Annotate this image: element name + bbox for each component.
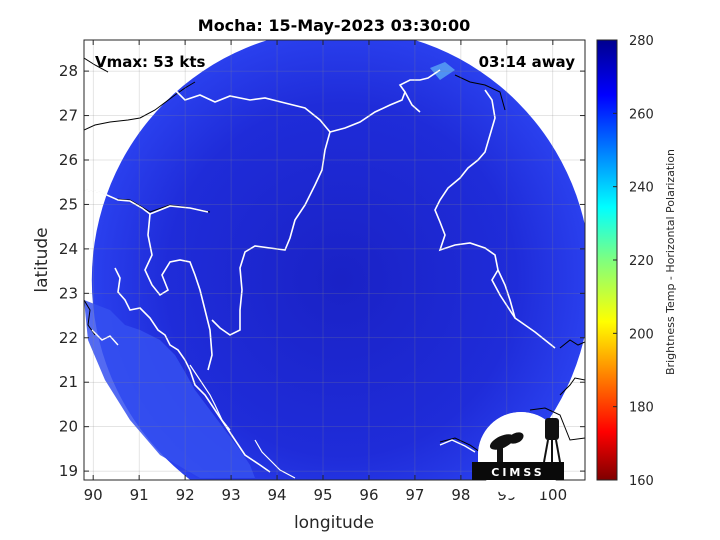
satellite-dish-icon — [489, 432, 524, 462]
colorbar-tick-label: 220 — [629, 254, 654, 269]
y-tick-label: 26 — [59, 151, 78, 169]
logo-text: CIMSS — [491, 466, 544, 479]
y-tick-label: 19 — [59, 462, 78, 480]
time-away-annotation: 03:14 away — [479, 53, 576, 71]
y-tick-label: 25 — [59, 195, 78, 213]
border-line — [84, 299, 96, 336]
x-tick-label: 100 — [539, 486, 568, 504]
swath-group — [84, 40, 585, 480]
x-axis-label: longitude — [294, 513, 374, 533]
map-layer — [84, 40, 585, 480]
y-tick-label: 21 — [59, 373, 78, 391]
x-tick-label: 95 — [313, 486, 332, 504]
border-line — [454, 74, 506, 111]
border-line — [84, 57, 109, 73]
x-ticks: 90919293949596979899100 — [84, 40, 568, 504]
y-ticks: 19 20 21 22 23 24 25 26 27 28 — [59, 62, 585, 480]
water-tower-icon — [543, 418, 561, 463]
coastline — [189, 364, 231, 431]
coastline — [491, 269, 516, 319]
cimss-logo: CIMSS — [472, 412, 564, 498]
colorbar-tick-label: 180 — [629, 401, 654, 416]
x-tick-label: 97 — [405, 486, 424, 504]
colorbar-label: Brightness Temp - Horizontal Polarizatio… — [664, 149, 677, 375]
x-tick-label: 94 — [267, 486, 286, 504]
coastline — [439, 439, 476, 453]
swath-disc — [91, 40, 585, 480]
y-tick-label: 28 — [59, 62, 78, 80]
chart-title: Mocha: 15-May-2023 03:30:00 — [198, 16, 470, 35]
coastline — [91, 329, 119, 346]
border-line — [559, 339, 585, 349]
coastline — [434, 89, 556, 349]
colorbar-tick-label: 160 — [629, 474, 654, 489]
coastline — [404, 91, 421, 113]
y-tick-label: 23 — [59, 284, 78, 302]
ocean-region — [84, 300, 255, 478]
y-tick-label: 22 — [59, 329, 78, 347]
x-tick-label: 93 — [222, 486, 241, 504]
warm-patch — [430, 62, 455, 80]
coastline — [114, 267, 271, 473]
border-line — [559, 377, 585, 396]
colorbar-ticks: 160 180 200 220 240 260 280 — [613, 34, 654, 489]
x-tick-label: 91 — [130, 486, 149, 504]
x-tick-label: 90 — [84, 486, 103, 504]
colorbar-tick-label: 200 — [629, 327, 654, 342]
colorbar-tick-label: 240 — [629, 181, 654, 196]
colorbar-tick-label: 260 — [629, 107, 654, 122]
coastline — [174, 89, 331, 336]
y-tick-label: 24 — [59, 240, 78, 258]
y-axis-label: latitude — [32, 227, 52, 292]
coastline — [144, 213, 213, 371]
border-line — [529, 407, 585, 441]
vmax-annotation: Vmax: 53 kts — [95, 53, 205, 71]
colorbar-tick-label: 280 — [629, 34, 654, 49]
border-line — [84, 81, 196, 131]
y-tick-label: 20 — [59, 418, 78, 436]
x-tick-label: 92 — [176, 486, 195, 504]
x-tick-label: 98 — [451, 486, 470, 504]
y-tick-label: 27 — [59, 107, 78, 125]
coastline — [84, 189, 209, 215]
coastline — [254, 439, 296, 479]
coastline — [329, 69, 441, 133]
logo-banner — [472, 462, 564, 480]
x-tick-label: 96 — [359, 486, 378, 504]
axes-box — [83, 39, 586, 481]
